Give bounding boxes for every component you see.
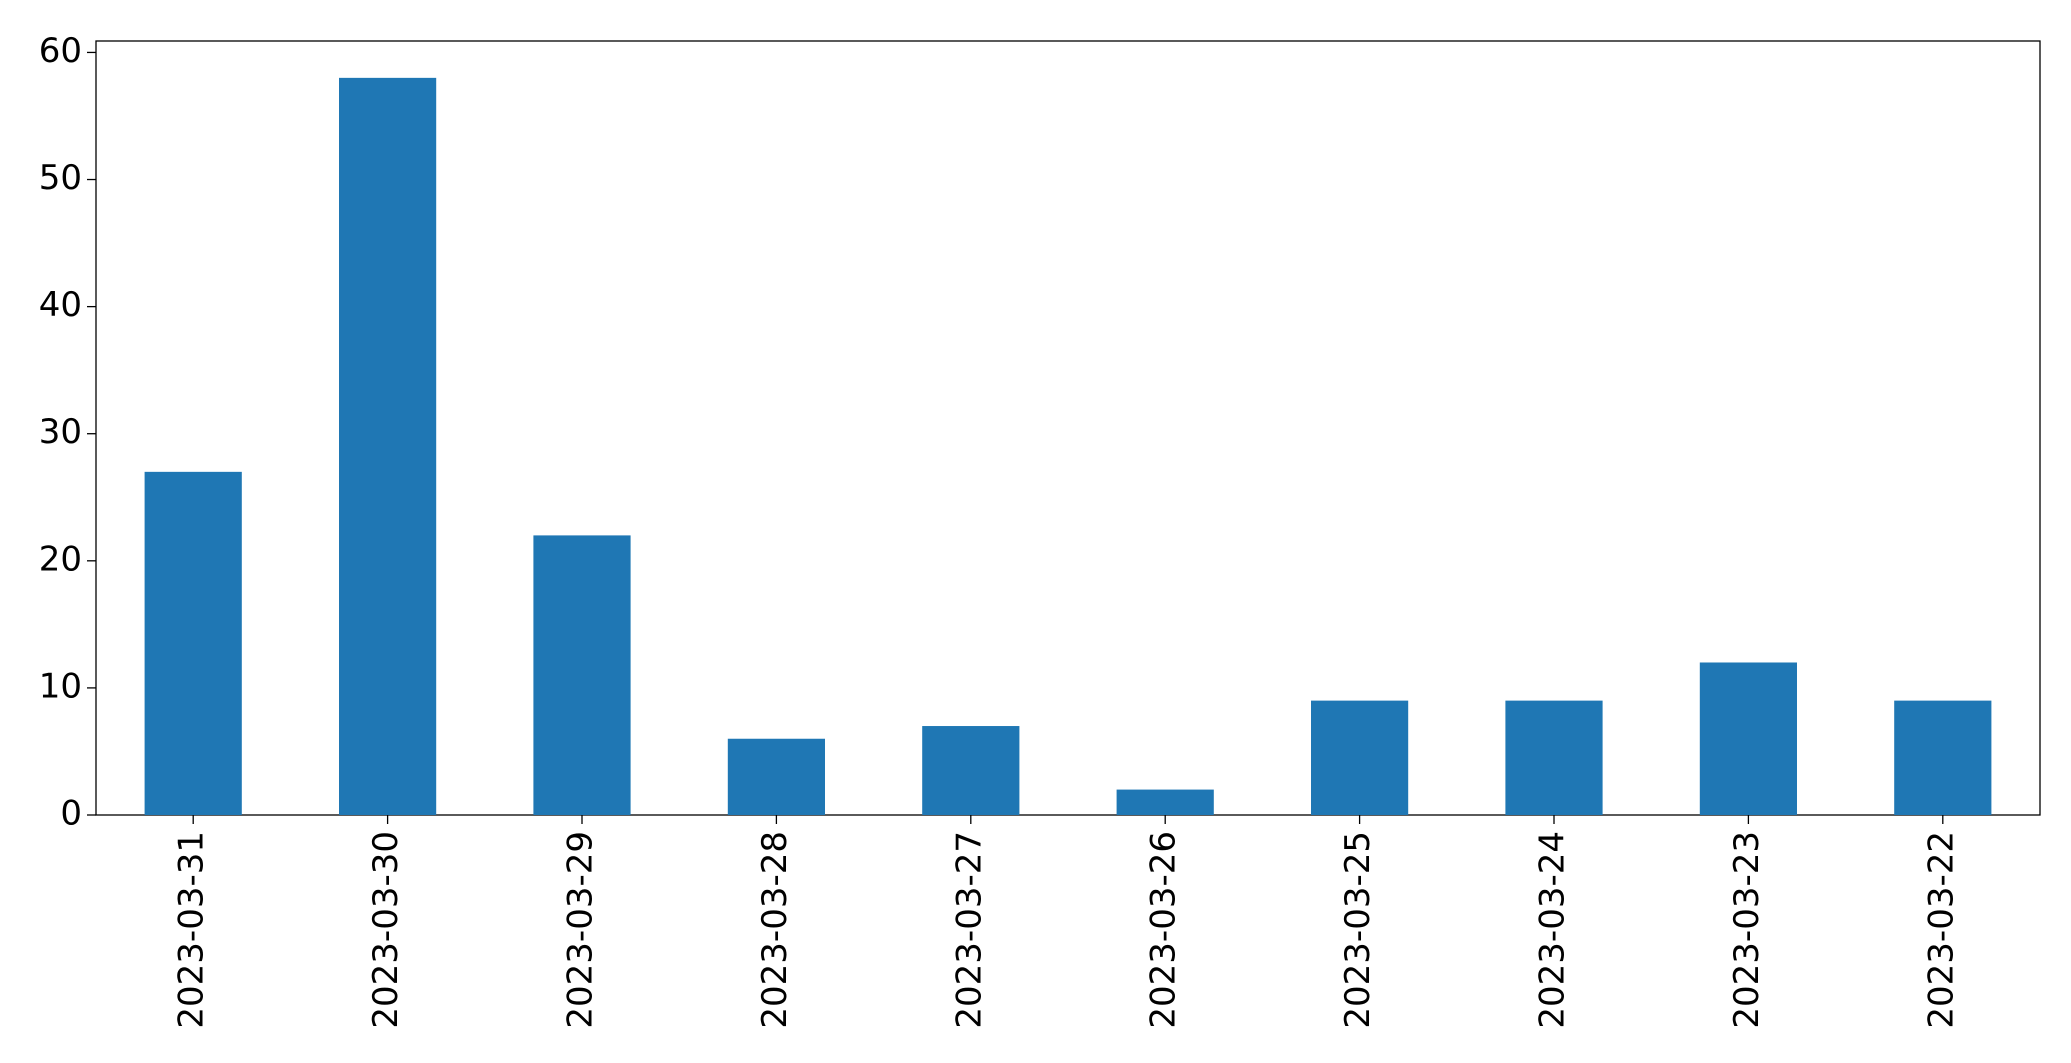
x-tick-label: 2023-03-28 — [755, 831, 795, 1029]
y-tick-label: 50 — [39, 158, 82, 198]
y-tick-label: 10 — [39, 666, 82, 706]
bar — [1311, 700, 1409, 815]
bar — [1116, 789, 1214, 815]
x-tick-label: 2023-03-29 — [561, 831, 601, 1029]
bar — [922, 726, 1020, 815]
x-tick-label: 2023-03-27 — [949, 831, 989, 1029]
y-tick-label: 20 — [39, 539, 82, 579]
bar — [1894, 700, 1992, 815]
bar — [1699, 662, 1797, 815]
y-tick-label: 40 — [39, 285, 82, 325]
y-tick-label: 30 — [39, 412, 82, 452]
y-tick-label: 0 — [60, 794, 82, 834]
x-tick-label: 2023-03-23 — [1727, 831, 1767, 1029]
x-tick-label: 2023-03-22 — [1921, 831, 1961, 1029]
x-tick-label: 2023-03-24 — [1533, 831, 1573, 1029]
y-tick-label: 60 — [39, 31, 82, 71]
bar — [339, 77, 437, 816]
bar — [533, 535, 631, 815]
x-tick-label: 2023-03-25 — [1338, 831, 1378, 1029]
x-tick-label: 2023-03-31 — [172, 831, 212, 1029]
bar — [727, 738, 825, 815]
x-tick-label: 2023-03-30 — [366, 831, 406, 1029]
bar — [144, 471, 242, 815]
bar — [1505, 700, 1603, 815]
x-tick-label: 2023-03-26 — [1144, 831, 1184, 1029]
axes-frame — [95, 40, 2041, 816]
